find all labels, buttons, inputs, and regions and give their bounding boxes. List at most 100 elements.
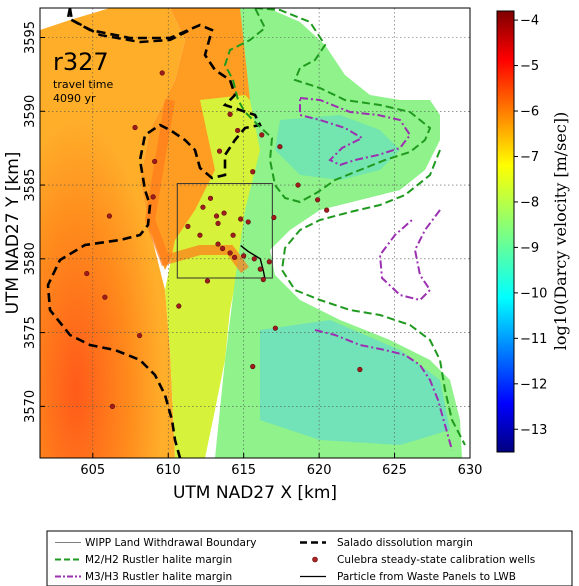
velocity-field <box>40 8 462 458</box>
legend-items: WIPP Land Withdrawal Boundary Salado diss… <box>55 537 535 583</box>
calibration-well <box>159 70 165 76</box>
salado-dissolution-margin-north <box>68 8 191 44</box>
calibration-well <box>150 194 156 200</box>
calibration-well <box>216 148 223 154</box>
m3-h3-rustler-halite-margin <box>299 96 412 167</box>
travel-time-value: 4090 yr <box>53 92 96 105</box>
calibration-well <box>197 232 203 238</box>
y-axis-label: UTM NAD27 Y [km] <box>3 152 23 315</box>
calibration-well <box>230 232 236 238</box>
legend-label: WIPP Land Withdrawal Boundary <box>85 537 257 549</box>
m3-h3-rustler-halite-margin-east <box>378 209 441 302</box>
realization-label: r327 <box>53 48 109 76</box>
legend-item: M2/H2 Rustler halite margin <box>55 554 232 566</box>
calibration-well <box>207 195 214 201</box>
legend-item: Particle from Waste Panels to LWB <box>300 571 516 583</box>
legend-item: M3/H3 Rustler halite margin <box>55 571 232 583</box>
calibration-well <box>272 325 278 331</box>
calibration-well <box>250 169 256 175</box>
calibration-well <box>109 403 116 409</box>
calibration-well <box>271 214 277 221</box>
legend-label: Culebra steady-state calibration wells <box>337 554 535 566</box>
calibration-well <box>106 213 113 219</box>
calibration-well <box>221 210 227 216</box>
velocity-field-cyan-south <box>260 320 450 445</box>
legend-label: M2/H2 Rustler halite margin <box>85 554 232 566</box>
colorbar-tick-label: −12 <box>520 377 547 392</box>
colorbar-tick-label: −8 <box>520 195 539 210</box>
velocity-field-stripe <box>144 99 249 273</box>
legend-item: Culebra steady-state calibration wells <box>312 554 535 566</box>
colorbar-tick-label: −9 <box>520 241 539 256</box>
colorbar-tick-label: −5 <box>520 59 539 74</box>
velocity-field-transition <box>165 95 270 458</box>
calibration-well <box>215 241 221 247</box>
legend: WIPP Land Withdrawal Boundary Salado diss… <box>46 530 573 586</box>
map-frame <box>39 7 471 459</box>
y-ticks: 3570 3575 3580 3585 3590 3595 <box>23 21 45 423</box>
calibration-well <box>251 256 257 262</box>
wipp-land-withdrawal-boundary <box>176 183 273 279</box>
y-tick-label: 3595 <box>23 21 38 54</box>
calibration-well <box>84 270 90 277</box>
x-tick-label: 615 <box>231 463 256 478</box>
calibration-well <box>238 216 244 222</box>
calibration-well <box>315 197 321 203</box>
calibration-well <box>185 223 191 229</box>
particle-path <box>240 244 266 279</box>
colorbar-ticks: −4 −5 −6 −7 −8 −9 −10 −11 −12 −13 <box>514 14 547 438</box>
colorbar-label: log10(Darcy velocity [m/sec]) <box>551 112 570 351</box>
x-tick-label: 630 <box>458 463 483 478</box>
colorbar-tick-label: −13 <box>520 423 547 438</box>
y-tick-label: 3585 <box>23 169 38 202</box>
legend-label: Salado dissolution margin <box>337 537 473 549</box>
calibration-well <box>213 213 220 219</box>
calibration-well <box>204 278 211 284</box>
legend-label: M3/H3 Rustler halite margin <box>85 571 232 583</box>
calibration-well <box>235 127 241 134</box>
x-ticks: 605 610 615 620 625 630 <box>80 453 482 478</box>
calibration-well <box>260 276 266 283</box>
x-tick-label: 620 <box>307 463 332 478</box>
calibration-well <box>136 332 143 339</box>
calibration-well <box>215 220 221 227</box>
colorbar-tick-label: −4 <box>520 14 539 29</box>
legend-label: Particle from Waste Panels to LWB <box>337 571 516 583</box>
x-tick-label: 605 <box>80 463 105 478</box>
x-tick-label: 610 <box>156 463 181 478</box>
calibration-well <box>227 250 233 256</box>
x-tick-label: 625 <box>382 463 407 478</box>
y-tick-label: 3570 <box>23 390 38 423</box>
calibration-well <box>250 363 256 370</box>
calibration-well <box>132 124 138 131</box>
colorbar <box>496 10 515 453</box>
velocity-field-west <box>40 8 185 458</box>
colorbar-tick-label: −10 <box>520 286 547 301</box>
travel-time-label: travel time <box>53 78 113 91</box>
calibration-well <box>241 253 247 259</box>
y-tick-label: 3590 <box>23 95 38 128</box>
margin-lines <box>46 8 466 458</box>
velocity-field-cyan <box>275 115 400 180</box>
y-tick-label: 3575 <box>23 316 38 349</box>
calibration-well <box>102 294 108 300</box>
calibration-well <box>277 144 283 150</box>
m3-h3-rustler-halite-margin-south <box>314 329 453 451</box>
calibration-well <box>324 207 330 213</box>
legend-swatch <box>312 556 318 563</box>
calibration-well <box>232 254 238 260</box>
legend-item: Salado dissolution margin <box>300 537 473 549</box>
m2-h2-rustler-halite-margin <box>223 8 432 204</box>
calibration-well <box>227 111 233 117</box>
calibration-well <box>257 266 263 272</box>
calibration-well <box>245 219 251 225</box>
calibration-well <box>200 204 206 210</box>
calibration-well <box>152 158 158 165</box>
calibration-well <box>357 366 363 373</box>
x-axis-label: UTM NAD27 X [km] <box>173 483 337 503</box>
salado-dissolution-margin <box>46 8 262 458</box>
colorbar-tick-label: −11 <box>520 332 547 347</box>
m2-h2-rustler-halite-margin-east <box>280 149 466 446</box>
colorbar-tick-label: −7 <box>520 150 539 165</box>
